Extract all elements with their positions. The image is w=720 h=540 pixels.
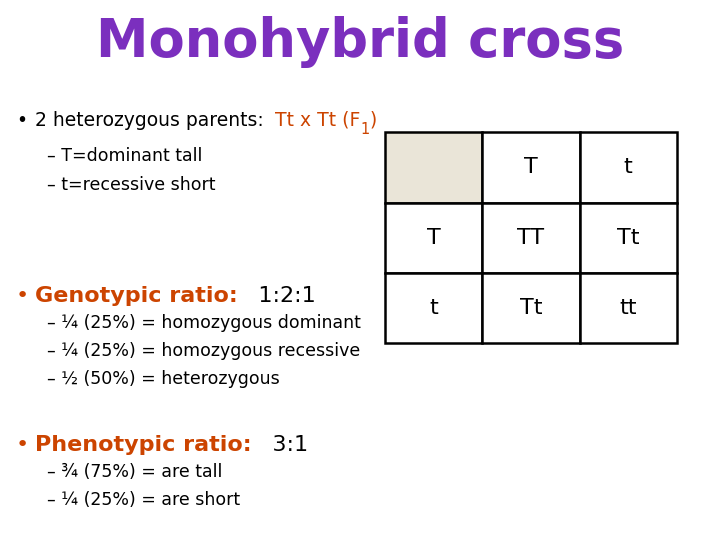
Text: ): ) — [370, 111, 377, 130]
Text: TT: TT — [518, 227, 544, 248]
Bar — [385, 273, 482, 343]
Text: – t=recessive short: – t=recessive short — [47, 176, 215, 193]
Text: 1:2:1: 1:2:1 — [238, 286, 316, 306]
Text: T: T — [524, 157, 538, 178]
Bar — [482, 132, 580, 202]
Text: Tt x Tt (F: Tt x Tt (F — [275, 111, 361, 130]
Text: •: • — [16, 111, 27, 130]
Text: – ½ (50%) = heterozygous: – ½ (50%) = heterozygous — [47, 370, 279, 388]
Text: t: t — [624, 157, 633, 178]
Text: 3:1: 3:1 — [251, 435, 308, 455]
Bar — [385, 202, 482, 273]
Text: T: T — [427, 227, 441, 248]
Text: •: • — [16, 286, 29, 306]
Text: – ¼ (25%) = homozygous dominant: – ¼ (25%) = homozygous dominant — [47, 314, 361, 332]
Bar — [385, 132, 482, 202]
Text: t: t — [429, 298, 438, 318]
Bar — [580, 273, 677, 343]
Text: 1: 1 — [361, 122, 370, 137]
Bar — [580, 132, 677, 202]
Text: Tt: Tt — [520, 298, 542, 318]
Text: tt: tt — [619, 298, 637, 318]
Text: Tt: Tt — [617, 227, 639, 248]
Bar — [482, 273, 580, 343]
Bar — [580, 202, 677, 273]
Text: – ¼ (25%) = homozygous recessive: – ¼ (25%) = homozygous recessive — [47, 342, 360, 360]
Text: Phenotypic ratio:: Phenotypic ratio: — [35, 435, 251, 455]
Text: Monohybrid cross: Monohybrid cross — [96, 16, 624, 68]
Text: 2 heterozygous parents:: 2 heterozygous parents: — [35, 111, 275, 130]
Bar — [482, 202, 580, 273]
Text: – ¾ (75%) = are tall: – ¾ (75%) = are tall — [47, 463, 222, 481]
Text: – T=dominant tall: – T=dominant tall — [47, 147, 202, 165]
Text: Genotypic ratio:: Genotypic ratio: — [35, 286, 238, 306]
Text: – ¼ (25%) = are short: – ¼ (25%) = are short — [47, 491, 240, 509]
Text: •: • — [16, 435, 29, 455]
